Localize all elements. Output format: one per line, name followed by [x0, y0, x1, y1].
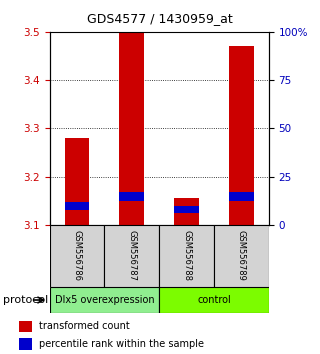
- Bar: [119, 192, 144, 201]
- Bar: [50, 287, 159, 313]
- Text: percentile rank within the sample: percentile rank within the sample: [39, 339, 204, 349]
- Text: control: control: [197, 295, 231, 305]
- Bar: [65, 138, 89, 225]
- Text: transformed count: transformed count: [39, 321, 130, 331]
- Bar: [19, 321, 32, 332]
- Text: Dlx5 overexpression: Dlx5 overexpression: [55, 295, 154, 305]
- Bar: [119, 32, 144, 225]
- Bar: [159, 287, 269, 313]
- Bar: [19, 338, 32, 350]
- Text: GSM556786: GSM556786: [73, 230, 82, 281]
- Bar: [229, 46, 254, 225]
- Bar: [159, 225, 214, 287]
- Bar: [65, 202, 89, 210]
- Bar: [104, 225, 159, 287]
- Bar: [174, 198, 199, 225]
- Bar: [214, 225, 269, 287]
- Bar: [229, 192, 254, 201]
- Text: protocol: protocol: [3, 295, 48, 305]
- Text: GSM556789: GSM556789: [237, 230, 246, 281]
- Text: GSM556788: GSM556788: [182, 230, 191, 281]
- Bar: [174, 206, 199, 213]
- Bar: [50, 225, 104, 287]
- Text: GSM556787: GSM556787: [127, 230, 136, 281]
- Text: GDS4577 / 1430959_at: GDS4577 / 1430959_at: [87, 12, 233, 25]
